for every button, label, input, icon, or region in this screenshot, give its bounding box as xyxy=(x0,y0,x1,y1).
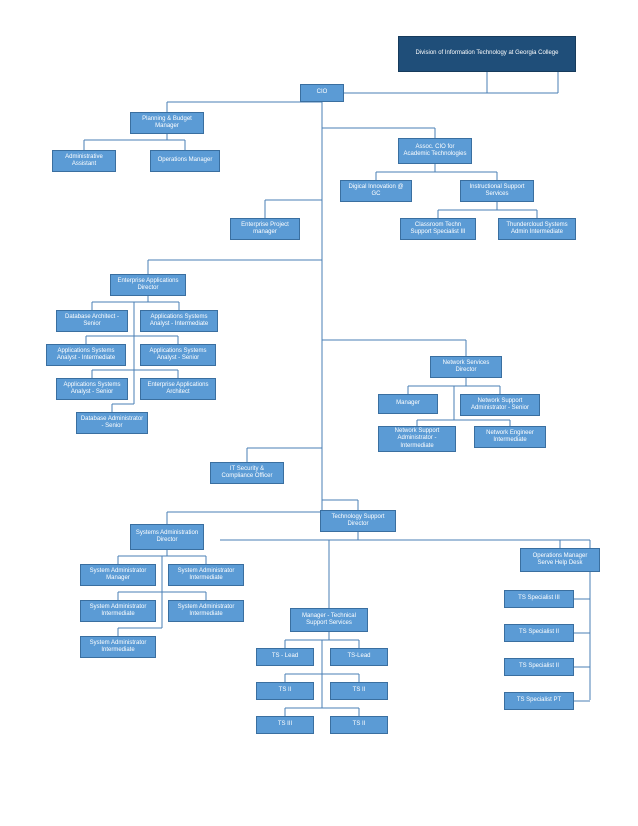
org-node-tssp3: TS Specialist III xyxy=(504,590,574,608)
org-node-nsmgr: Manager xyxy=(378,394,438,414)
org-node-samint1: System Administrator Intermediate xyxy=(168,564,244,586)
org-node-samint4: System Administrator Intermediate xyxy=(80,636,156,658)
org-node-pbm: Planning & Budget Manager xyxy=(130,112,204,134)
org-node-title: Division of Information Technology at Ge… xyxy=(398,36,576,72)
org-node-opsmgr: Operations Manager xyxy=(150,150,220,172)
org-node-eaarch: Enterprise Applications Architect xyxy=(140,378,216,400)
org-node-tssppt: TS Specialist PT xyxy=(504,692,574,710)
org-node-asaint2: Applications Systems Analyst - Intermedi… xyxy=(46,344,126,366)
org-node-classtech: Classroom Techn Support Specialist III xyxy=(400,218,476,240)
org-node-epm: Enterprise Project manager xyxy=(230,218,300,240)
org-node-nsadm_sr: Network Support Administrator - Senior xyxy=(460,394,540,416)
org-node-opsmgrhelp: Operations Manager Serve Help Desk xyxy=(520,548,600,572)
org-node-sammgr: System Administrator Manager xyxy=(80,564,156,586)
org-node-sad: Systems Administration Director xyxy=(130,524,204,550)
org-node-asasr1: Applications Systems Analyst - Senior xyxy=(140,344,216,366)
org-node-neteng: Network Engineer Intermediate xyxy=(474,426,546,448)
org-node-dbasr: Database Administrator - Senior xyxy=(76,412,148,434)
org-node-asasr2: Applications Systems Analyst - Senior xyxy=(56,378,128,400)
org-node-thundercloud: Thundercloud Systems Admin Intermediate xyxy=(498,218,576,240)
org-node-tsiii_a: TS III xyxy=(256,716,314,734)
org-node-instrsupport: Instructional Support Services xyxy=(460,180,534,202)
org-node-tsii_b: TS II xyxy=(330,682,388,700)
org-node-itsec: IT Security & Compliance Officer xyxy=(210,462,284,484)
org-node-tssp2a: TS Specialist II xyxy=(504,624,574,642)
org-node-tslead1: TS - Lead xyxy=(256,648,314,666)
org-node-tsii_c: TS II xyxy=(330,716,388,734)
org-node-assoccio: Assoc. CIO for Academic Technologies xyxy=(398,138,472,164)
org-node-samint2: System Administrator Intermediate xyxy=(80,600,156,622)
org-node-tslead2: TS-Lead xyxy=(330,648,388,666)
org-node-digiinnov: Digical Innovation @ GC xyxy=(340,180,412,202)
org-node-dbarchsr: Database Architect -Senior xyxy=(56,310,128,332)
org-node-asaint1: Applications Systems Analyst - Intermedi… xyxy=(140,310,218,332)
org-node-tssp2b: TS Specialist II xyxy=(504,658,574,676)
org-node-tsd: Technology Support Director xyxy=(320,510,396,532)
org-node-samint3: System Administrator Intermediate xyxy=(168,600,244,622)
org-node-ead: Enterprise Applications Director xyxy=(110,274,186,296)
org-node-mgrtech: Manager - Technical Support Services xyxy=(290,608,368,632)
org-node-adminassist: Administrative Assistant xyxy=(52,150,116,172)
org-node-nsd: Network Services Director xyxy=(430,356,502,378)
org-node-nsadm_int: Network Support Administrator - Intermed… xyxy=(378,426,456,452)
org-node-tsii_a: TS II xyxy=(256,682,314,700)
org-node-cio: CIO xyxy=(300,84,344,102)
